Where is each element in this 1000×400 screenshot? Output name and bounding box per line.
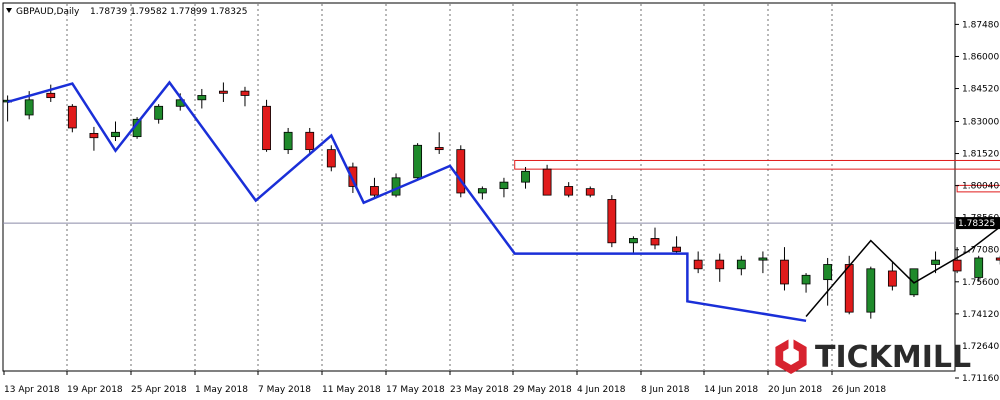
candle-body [672,246,681,252]
zigzag-black [805,225,1000,317]
x-tick-label: 20 Jun 2018 [768,385,822,395]
candle-body [24,99,34,116]
candle-body [780,259,789,285]
candle-body [952,259,962,272]
trend-lines [7,80,1000,323]
tickmill-logo: TICKMILL [775,338,971,375]
tickmill-logo-icon [775,338,807,374]
y-tick-label: 1.84520 [962,85,999,95]
y-axis: 1.87480 1.86000 1.84520 1.83000 1.81520 1.800… [955,20,1000,384]
candle-body [89,132,99,139]
candle-body [931,259,940,265]
x-tick-label: 19 Apr 2018 [67,385,123,395]
y-tick-label: 1.83000 [962,117,999,127]
x-tick-label: 14 Jun 2018 [704,385,758,395]
ohlc-values: 1.78739 1.79582 1.77899 1.78325 [90,7,247,17]
candle-body [456,149,466,194]
x-tick-label: 26 Jun 2018 [832,385,886,395]
candle-body [715,259,725,270]
plot-area[interactable] [2,2,956,372]
y-tick-label: 1.72640 [962,342,999,352]
candle-body [477,188,487,194]
brand-name: TICKMILL [815,340,971,375]
candle-body [564,186,574,196]
y-tick-label: 1.74120 [962,310,999,320]
candle-body [434,147,444,151]
dropdown-triangle-icon[interactable] [6,8,12,13]
x-tick-label: 17 May 2018 [386,385,445,395]
x-tick-label: 25 Apr 2018 [131,385,187,395]
x-tick-label: 7 May 2018 [258,385,311,395]
candle-body [585,188,595,196]
candle-body [67,105,77,129]
candle-body [283,131,293,151]
x-axis: 13 Apr 2018 19 Apr 2018 25 Apr 2018 1 May 2… [3,371,886,395]
x-tick-label: 29 May 2018 [513,385,572,395]
candle-body [693,259,703,270]
candle-body [629,238,638,244]
level-zones [514,159,1000,193]
candle-body [607,199,617,244]
candle-body [197,95,207,101]
candle-body [262,105,271,151]
candle-body [974,257,984,278]
candle-body [46,92,56,99]
candle-body [866,268,876,313]
candle-body [240,90,250,96]
candle-body [801,274,811,285]
y-tick-label: 1.71160 [962,374,999,384]
candle-body [823,264,833,281]
candle-body [154,105,164,120]
candle-body [305,131,315,151]
y-tick-label: 1.77080 [962,246,999,256]
candle-body [370,186,379,196]
x-tick-label: 1 May 2018 [195,385,248,395]
candle-body [736,259,746,270]
chart-header: GBPAUD,Daily 1.78739 1.79582 1.77899 1.7… [6,7,247,17]
candle-body [542,168,552,196]
candle-body [521,170,530,183]
grid-lines [3,4,955,370]
resistance-zone [514,159,1000,170]
y-tick-label: 1.80040 [962,182,999,192]
zigzag-blue [7,80,807,323]
candle-body [413,144,423,179]
y-tick-label: 1.86000 [962,52,999,62]
y-tick-label: 1.81520 [962,150,999,160]
candle-body [499,181,509,190]
current-price-label: 1.78325 [958,219,995,229]
current-price-box [956,217,1000,230]
y-tick-label: 1.87480 [962,20,999,30]
x-tick-label: 4 Jun 2018 [577,385,626,395]
candle-body [650,238,660,246]
candle-body [111,131,120,138]
x-tick-label: 13 Apr 2018 [4,385,60,395]
candle-body [218,90,228,94]
candle-body [909,268,919,296]
resistance-zone [956,184,1000,193]
candle-body [758,257,768,261]
symbol-label: GBPAUD,Daily [16,7,80,17]
candle-body [326,149,336,168]
x-tick-label: 23 May 2018 [450,385,509,395]
candle-body [887,270,897,287]
candle-body [348,166,358,187]
candles [3,82,1000,319]
x-tick-label: 8 Jun 2018 [641,385,690,395]
candle-body [844,264,854,313]
x-tick-label: 11 May 2018 [322,385,381,395]
y-tick-label: 1.75600 [962,278,999,288]
candle-body [995,257,1000,261]
